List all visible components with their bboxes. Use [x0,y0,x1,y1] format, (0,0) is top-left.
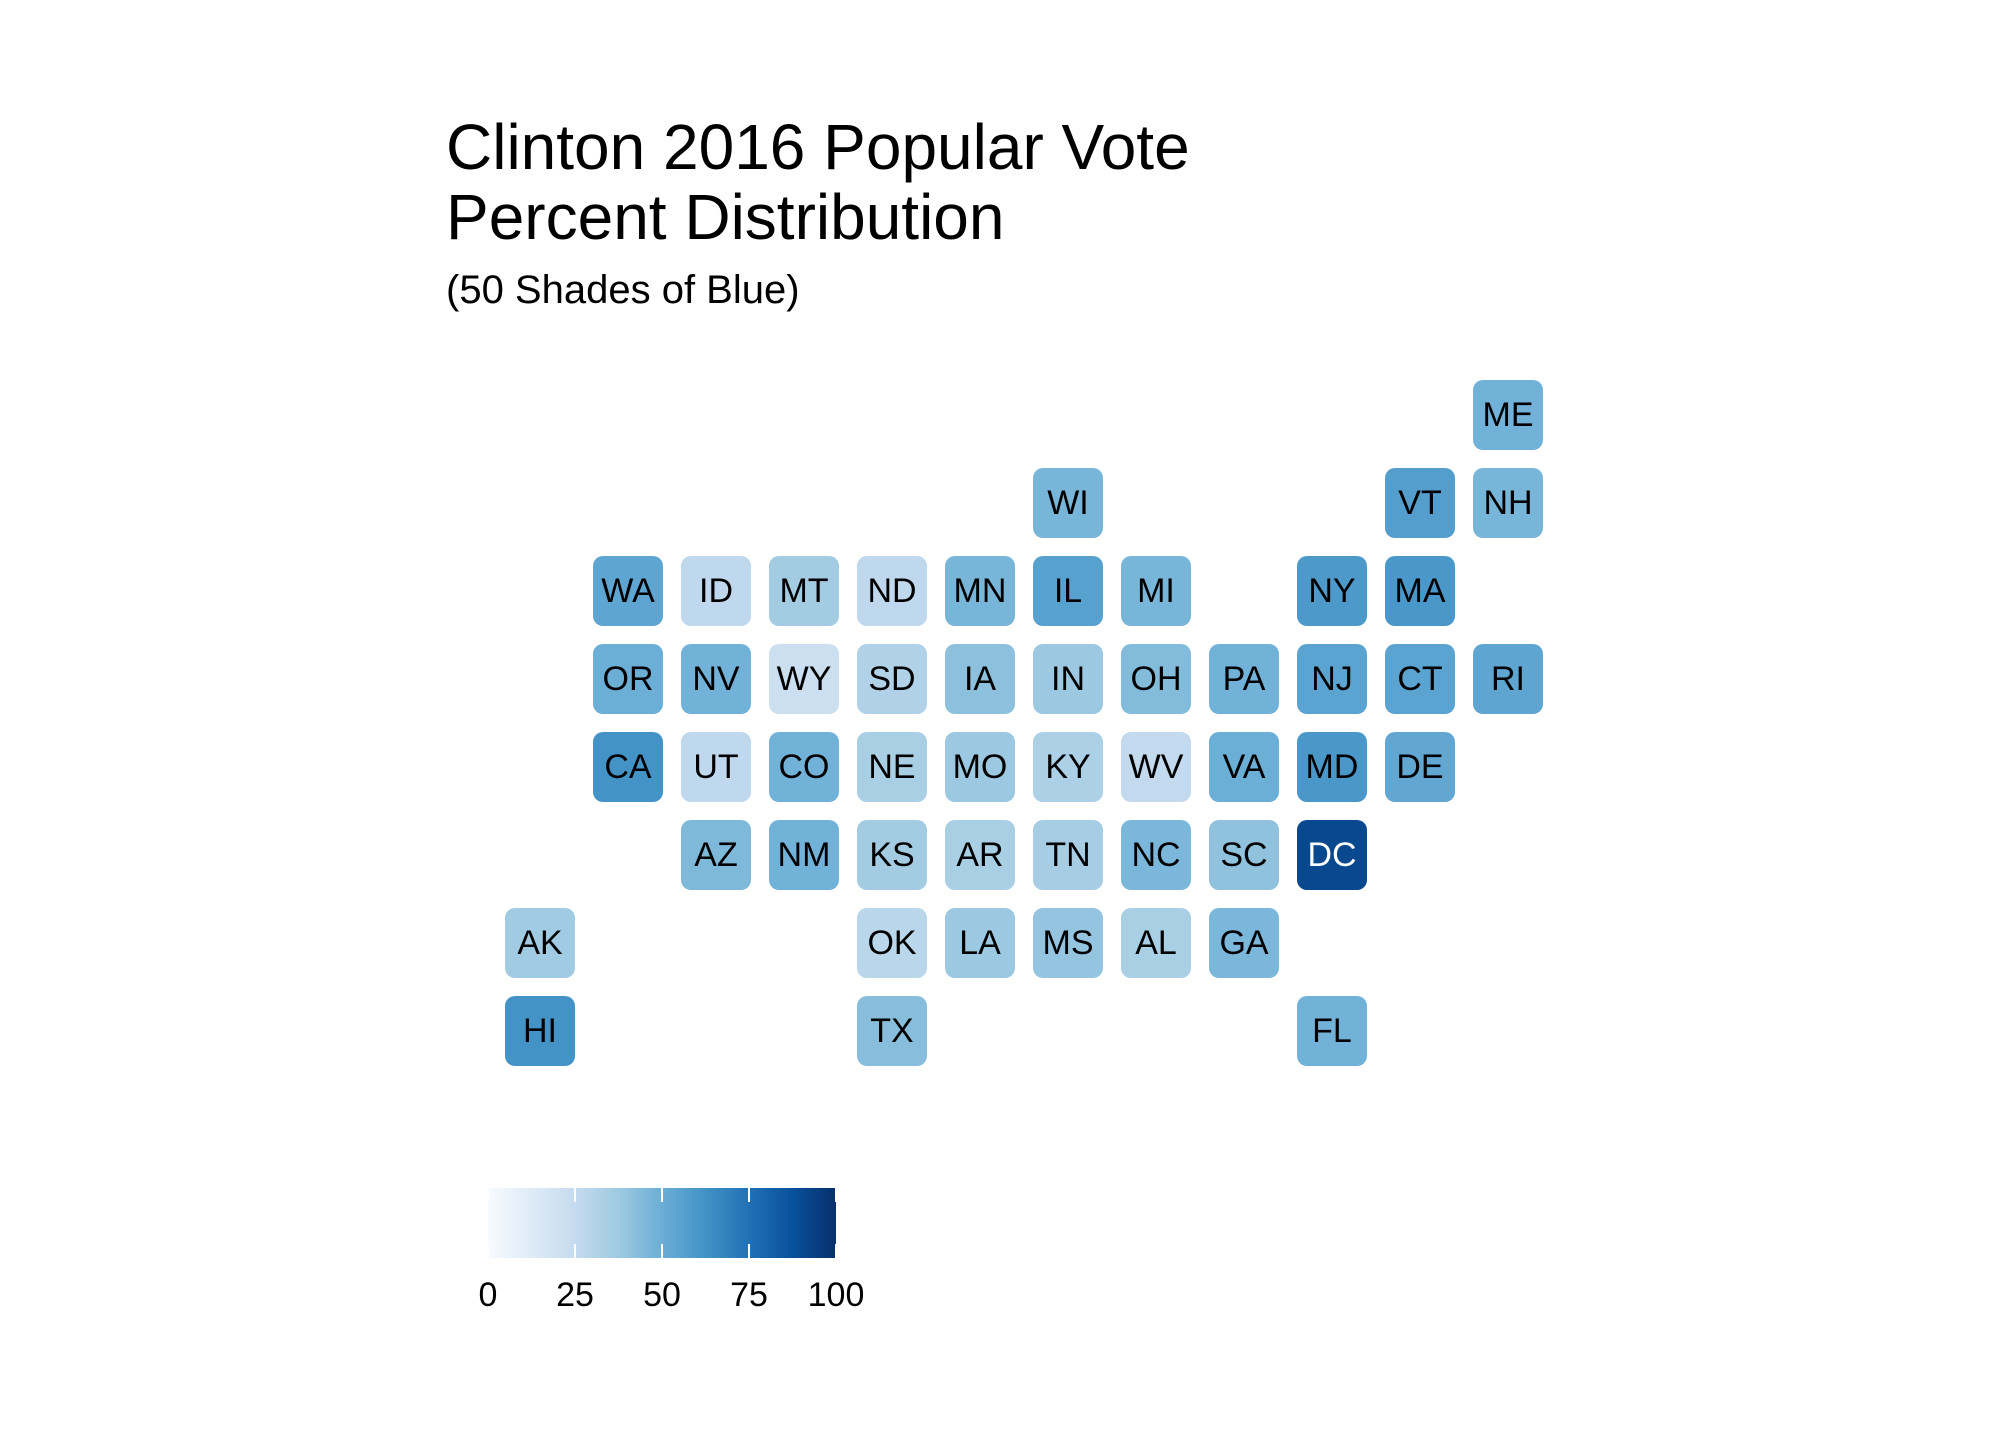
state-tile-ct: CT [1385,644,1455,714]
legend-tick-label: 25 [556,1276,594,1314]
state-tile-nm: NM [769,820,839,890]
legend-tick-mark [835,1244,837,1258]
state-tile-tx: TX [857,996,927,1066]
state-tile-mn: MN [945,556,1015,626]
state-tile-ks: KS [857,820,927,890]
state-tile-ar: AR [945,820,1015,890]
state-tile-ca: CA [593,732,663,802]
state-tile-mo: MO [945,732,1015,802]
state-tile-ri: RI [1473,644,1543,714]
state-tile-hi: HI [505,996,575,1066]
state-tile-oh: OH [1121,644,1191,714]
state-tile-nj: NJ [1297,644,1367,714]
state-tile-ms: MS [1033,908,1103,978]
state-tile-al: AL [1121,908,1191,978]
legend-tick-mark [661,1188,663,1202]
state-tile-sc: SC [1209,820,1279,890]
state-tile-md: MD [1297,732,1367,802]
state-tile-pa: PA [1209,644,1279,714]
state-tile-nv: NV [681,644,751,714]
state-tile-ok: OK [857,908,927,978]
state-tile-wa: WA [593,556,663,626]
state-tile-sd: SD [857,644,927,714]
state-tile-nh: NH [1473,468,1543,538]
state-tile-fl: FL [1297,996,1367,1066]
state-tile-nd: ND [857,556,927,626]
state-tile-tn: TN [1033,820,1103,890]
legend-tick-mark [661,1244,663,1258]
state-tile-dc: DC [1297,820,1367,890]
state-tile-ny: NY [1297,556,1367,626]
state-tile-in: IN [1033,644,1103,714]
chart-title-line-1: Clinton 2016 Popular Vote [446,111,1190,183]
legend-tick-mark [835,1188,837,1202]
legend-tick-label: 100 [807,1276,865,1314]
legend-tick-mark [487,1244,489,1258]
legend-tick-label: 0 [478,1276,498,1314]
legend-tick-label: 75 [730,1276,768,1314]
state-tile-mi: MI [1121,556,1191,626]
legend-tick-mark [574,1244,576,1258]
state-tile-ia: IA [945,644,1015,714]
state-tile-id: ID [681,556,751,626]
state-tile-me: ME [1473,380,1543,450]
state-tile-or: OR [593,644,663,714]
state-tile-wv: WV [1121,732,1191,802]
state-tile-vt: VT [1385,468,1455,538]
legend-tick-mark [487,1188,489,1202]
chart-title-line-2: Percent Distribution [446,181,1005,253]
state-tile-il: IL [1033,556,1103,626]
state-tile-de: DE [1385,732,1455,802]
state-tile-ut: UT [681,732,751,802]
chart-subtitle: (50 Shades of Blue) [446,268,800,312]
state-tile-ne: NE [857,732,927,802]
state-tile-co: CO [769,732,839,802]
legend-tick-mark [748,1244,750,1258]
state-tile-mt: MT [769,556,839,626]
state-tile-ak: AK [505,908,575,978]
state-tile-ky: KY [1033,732,1103,802]
state-tile-va: VA [1209,732,1279,802]
state-tile-wi: WI [1033,468,1103,538]
chart-title: Clinton 2016 Popular Vote Percent Distri… [446,112,1190,252]
legend-tick-label: 50 [643,1276,681,1314]
state-tile-ga: GA [1209,908,1279,978]
legend-tick-mark [748,1188,750,1202]
state-tile-ma: MA [1385,556,1455,626]
state-tile-nc: NC [1121,820,1191,890]
state-tile-az: AZ [681,820,751,890]
state-tile-la: LA [945,908,1015,978]
legend-tick-mark [574,1188,576,1202]
state-tile-wy: WY [769,644,839,714]
